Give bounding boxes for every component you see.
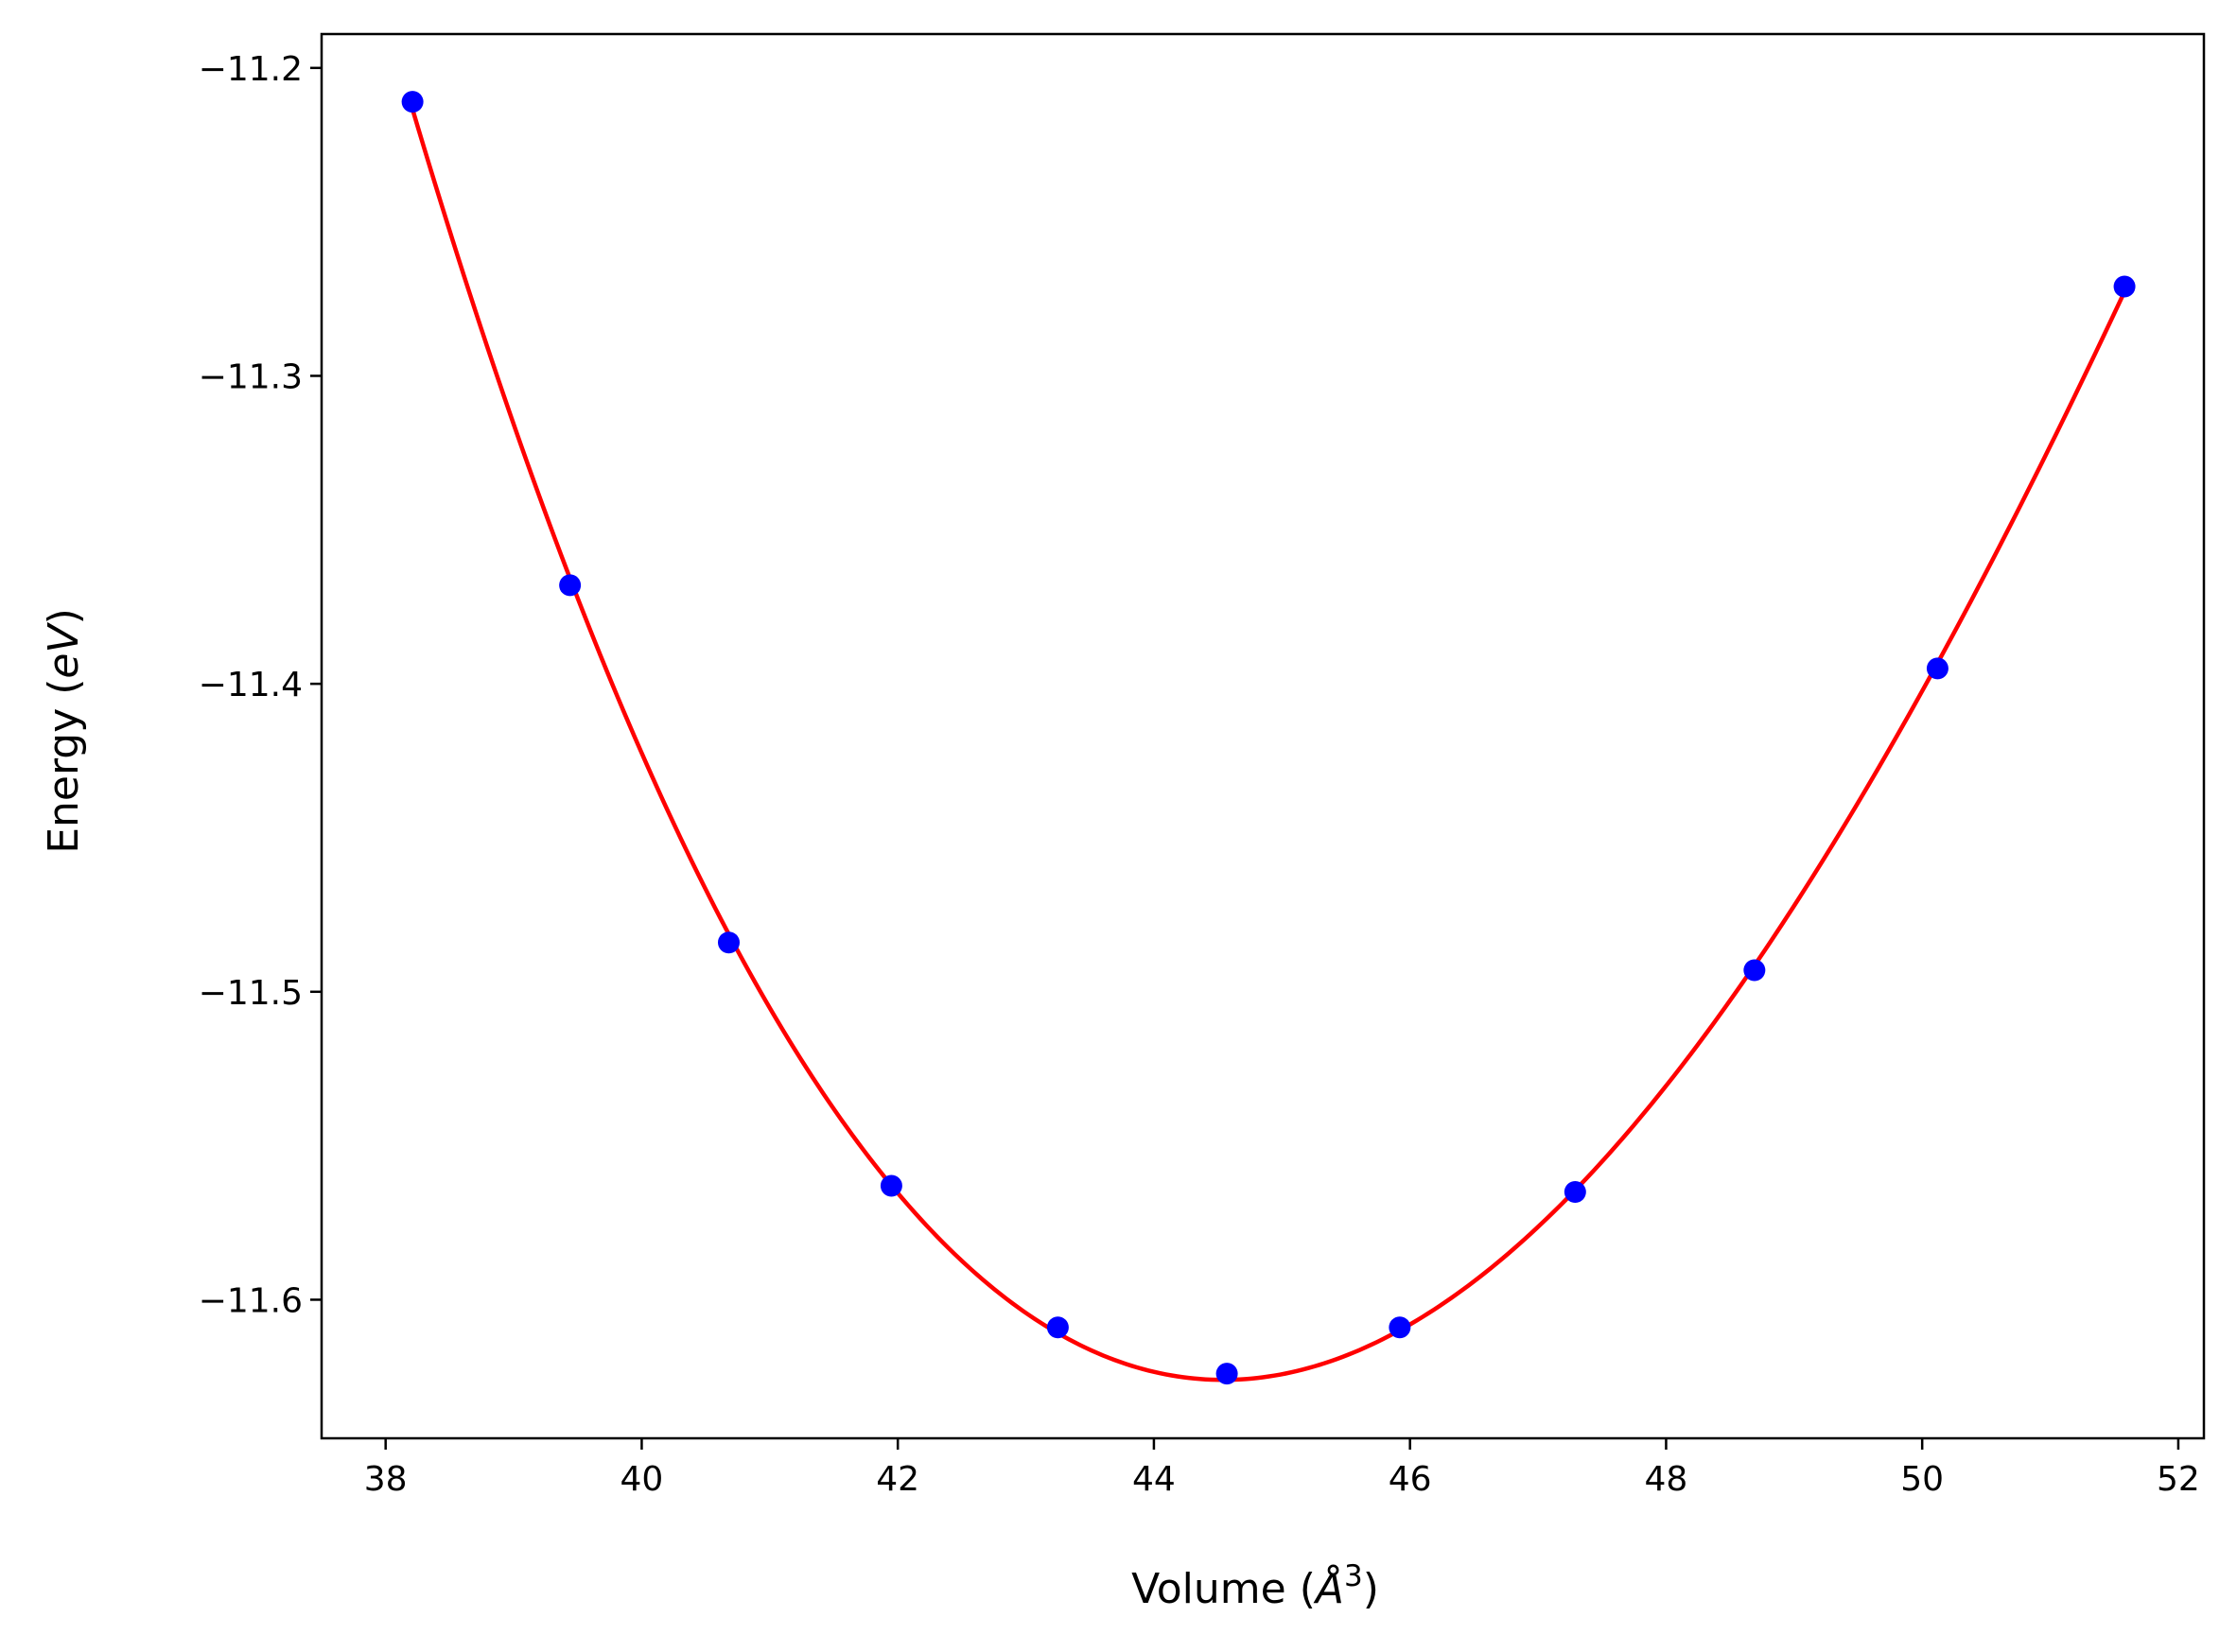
x-tick-label: 52 xyxy=(2157,1460,2200,1499)
x-tick-label: 50 xyxy=(1900,1460,1944,1499)
data-point xyxy=(559,574,582,597)
y-axis-label: Energy (eV) xyxy=(40,608,88,854)
x-tick-label: 44 xyxy=(1132,1460,1176,1499)
y-tick-label: −11.4 xyxy=(199,666,303,704)
data-point xyxy=(1743,959,1766,982)
x-tick-label: 40 xyxy=(620,1460,664,1499)
y-tick-label: −11.3 xyxy=(199,357,303,396)
plot-area xyxy=(320,32,2206,1440)
x-axis-label-suffix: ) xyxy=(1363,1565,1379,1613)
x-tick-label: 38 xyxy=(364,1460,408,1499)
y-tick-label: −11.2 xyxy=(199,50,303,89)
y-axis-ticks: −11.2 −11.3 −11.4 −11.5 −11.6 xyxy=(199,50,322,1320)
x-axis-label-superscript: 3 xyxy=(1344,1559,1363,1593)
x-tick-label: 48 xyxy=(1645,1460,1688,1499)
data-point xyxy=(1046,1316,1069,1339)
x-tick-label: 42 xyxy=(876,1460,919,1499)
data-point xyxy=(1564,1180,1586,1203)
x-axis-label-prefix: Volume ( xyxy=(1131,1565,1316,1613)
x-axis-ticks: 38 40 42 44 46 48 50 52 xyxy=(364,1438,2200,1499)
y-axis-label-symbol: eV xyxy=(40,622,88,679)
data-point xyxy=(1926,657,1949,680)
data-point xyxy=(717,931,740,954)
y-axis-label-prefix: Energy ( xyxy=(40,679,88,854)
fit-curve-line xyxy=(410,108,2127,1382)
x-axis-label-symbol: Å xyxy=(1313,1563,1344,1613)
data-point xyxy=(2113,275,2136,298)
data-point xyxy=(401,91,424,113)
data-point xyxy=(880,1174,902,1197)
y-tick-label: −11.5 xyxy=(199,974,303,1013)
y-tick-label: −11.6 xyxy=(199,1281,303,1320)
y-axis-label-suffix: ) xyxy=(40,608,88,624)
data-point xyxy=(1215,1363,1238,1385)
data-point xyxy=(1389,1316,1411,1339)
x-axis-label: Volume (Å3) xyxy=(1131,1559,1379,1613)
axes-frame xyxy=(320,32,2206,1440)
x-tick-label: 46 xyxy=(1389,1460,1432,1499)
